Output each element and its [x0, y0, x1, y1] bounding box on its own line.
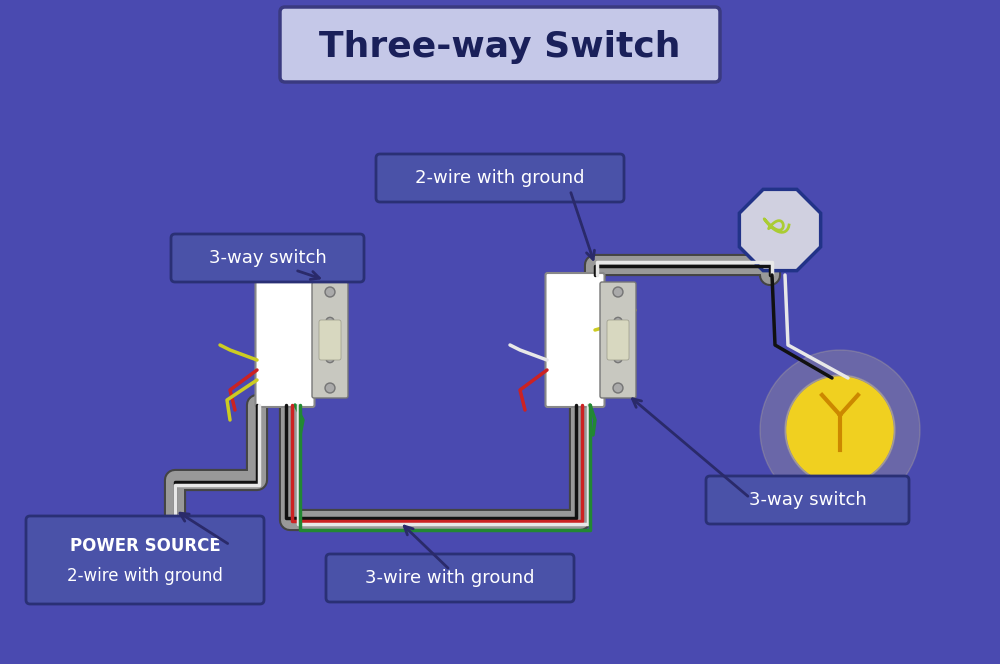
- FancyBboxPatch shape: [26, 516, 264, 604]
- FancyBboxPatch shape: [256, 273, 314, 407]
- FancyBboxPatch shape: [706, 476, 909, 524]
- FancyBboxPatch shape: [171, 234, 364, 282]
- FancyBboxPatch shape: [280, 7, 720, 82]
- Circle shape: [616, 356, 620, 361]
- Text: 3-way switch: 3-way switch: [209, 249, 326, 267]
- Circle shape: [326, 317, 334, 325]
- Circle shape: [614, 288, 622, 295]
- Ellipse shape: [760, 350, 920, 510]
- Text: 2-wire with ground: 2-wire with ground: [415, 169, 585, 187]
- Circle shape: [325, 287, 335, 297]
- FancyBboxPatch shape: [376, 154, 624, 202]
- Circle shape: [616, 319, 620, 324]
- FancyBboxPatch shape: [600, 282, 636, 398]
- Text: 3-way switch: 3-way switch: [749, 491, 866, 509]
- Text: 3-wire with ground: 3-wire with ground: [365, 569, 535, 587]
- FancyBboxPatch shape: [319, 320, 341, 360]
- Circle shape: [326, 384, 334, 392]
- Circle shape: [788, 378, 892, 482]
- FancyBboxPatch shape: [546, 273, 604, 407]
- Bar: [824, 492, 856, 502]
- Bar: [818, 480, 862, 494]
- Text: POWER SOURCE: POWER SOURCE: [70, 537, 220, 555]
- Ellipse shape: [785, 375, 895, 485]
- Text: Three-way Switch: Three-way Switch: [319, 30, 681, 64]
- Circle shape: [328, 356, 332, 361]
- Bar: [828, 500, 852, 508]
- Circle shape: [326, 288, 334, 295]
- Circle shape: [614, 355, 622, 363]
- Circle shape: [328, 319, 332, 324]
- FancyBboxPatch shape: [607, 320, 629, 360]
- Polygon shape: [739, 189, 821, 271]
- Circle shape: [325, 383, 335, 393]
- FancyBboxPatch shape: [326, 554, 574, 602]
- Circle shape: [614, 317, 622, 325]
- Circle shape: [614, 384, 622, 392]
- Circle shape: [326, 355, 334, 363]
- Text: 2-wire with ground: 2-wire with ground: [67, 567, 223, 585]
- Circle shape: [613, 383, 623, 393]
- Circle shape: [613, 287, 623, 297]
- FancyBboxPatch shape: [312, 282, 348, 398]
